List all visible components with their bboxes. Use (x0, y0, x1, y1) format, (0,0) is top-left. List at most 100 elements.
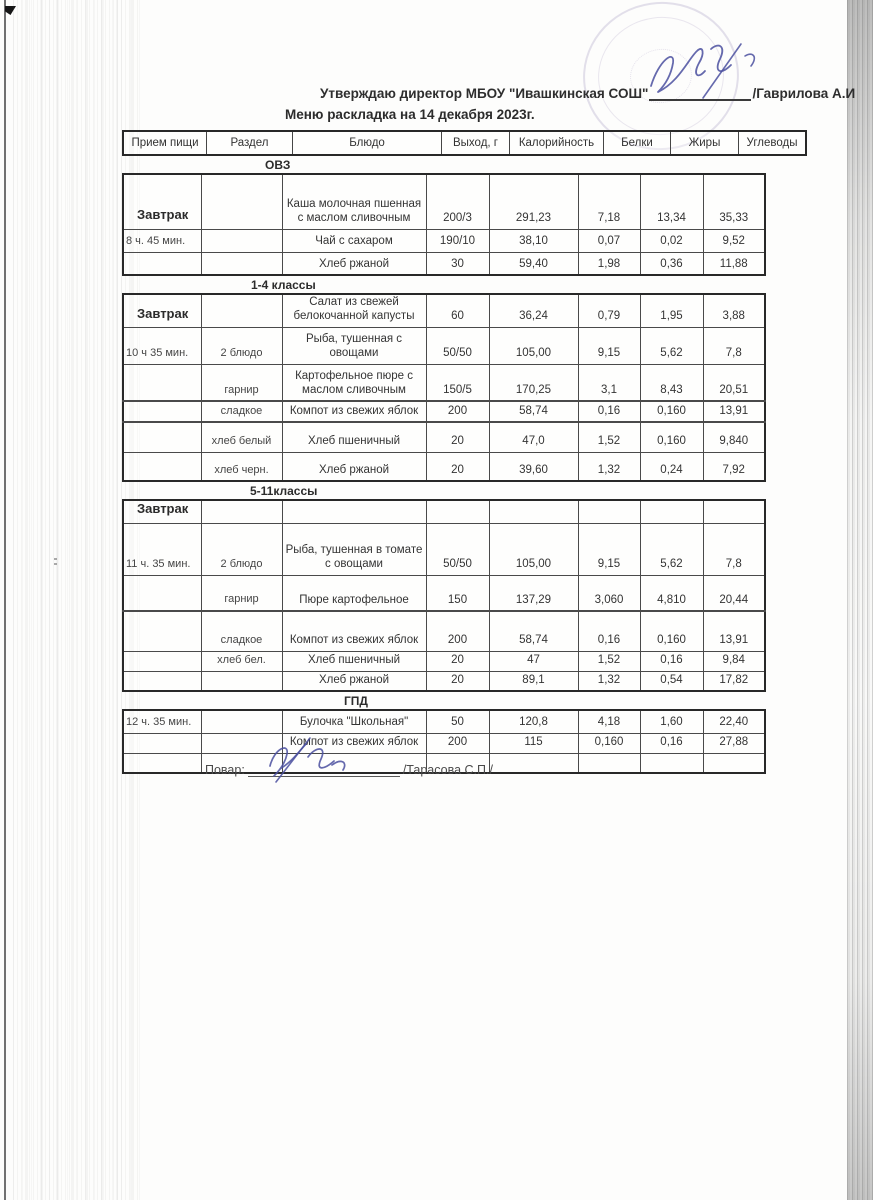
table-cell: Хлеб пшеничный (281, 650, 427, 672)
table-cell: 8,43 (639, 363, 704, 402)
table-cell: 0,02 (639, 228, 704, 253)
table-cell (702, 752, 766, 774)
table-cell: 0,36 (639, 251, 704, 276)
approval-line: Утверждаю директор МБОУ "Ивашкинская СОШ… (320, 43, 856, 101)
table-cell: 1,52 (577, 650, 641, 672)
table-row: Хлеб ржаной 20 89,1 1,32 0,54 17,82 (122, 670, 766, 692)
table-cell: 36,24 (488, 293, 579, 328)
column-header: Белки (603, 130, 671, 156)
table-cell: Завтрак (122, 499, 202, 524)
table-cell: 190/10 (425, 228, 490, 253)
table-cell: гарнир (200, 363, 283, 402)
cook-signature-ink (268, 737, 346, 783)
table-cell: 13,91 (702, 400, 766, 423)
table-cell: 200 (425, 732, 490, 754)
table-cell: 1,98 (577, 251, 641, 276)
column-header: Выход, г (441, 130, 510, 156)
section-title: ГПД (344, 693, 368, 708)
table-cell: 30 (425, 251, 490, 276)
table-cell: 1,60 (639, 709, 704, 734)
table-cell: 20 (425, 421, 490, 453)
scan-edge-line (4, 0, 6, 1200)
column-header: Калорийность (509, 130, 604, 156)
table-cell: 120,8 (488, 709, 579, 734)
table-cell (200, 499, 283, 524)
table-cell: Чай с сахаром (281, 228, 427, 253)
table-cell (122, 400, 202, 423)
table-cell: 105,00 (488, 326, 579, 365)
table-cell: 0,16 (577, 400, 641, 423)
table-row: сладкое Компот из свежих яблок 200 58,74 0,1… (122, 400, 766, 423)
column-header: Раздел (206, 130, 293, 156)
table-cell: 20 (425, 650, 490, 672)
section-title: 1-4 классы (251, 277, 316, 292)
table-cell (425, 499, 490, 524)
table-cell (122, 251, 202, 276)
section-title: ОВЗ (265, 157, 291, 172)
table-cell (122, 752, 202, 774)
table-cell (122, 670, 202, 692)
table-cell: 60 (425, 293, 490, 328)
table-cell: Хлеб ржаной (281, 451, 427, 482)
table-cell: Салат из свежей белокочанной капусты (281, 293, 427, 328)
table-row: Завтрак Салат из свежей белокочанной капу… (122, 293, 766, 328)
table-row: 11 ч. 35 мин. 2 блюдо Рыба, тушенная в том… (122, 522, 766, 576)
menu-section-table: Завтрак Салат из свежей белокочанной капу… (122, 293, 766, 483)
table-cell (639, 499, 704, 524)
table-cell: 59,40 (488, 251, 579, 276)
scan-noise-right-band (847, 0, 873, 1200)
approval-signature-line (649, 43, 756, 101)
table-cell: хлеб бел. (200, 650, 283, 672)
table-cell: 170,25 (488, 363, 579, 402)
table-cell: хлеб белый (200, 421, 283, 453)
table-cell: 0,07 (577, 228, 641, 253)
column-header: Углеводы (738, 130, 807, 156)
table-row: сладкое Компот из свежих яблок 200 58,74 0,1… (122, 610, 766, 652)
page-title: Меню раскладка на 14 декабря 2023г. (285, 107, 535, 122)
table-cell: Хлеб ржаной (281, 251, 427, 276)
table-cell: 9,15 (577, 326, 641, 365)
table-cell: 13,34 (639, 173, 704, 230)
table-cell: Завтрак (122, 173, 202, 230)
table-cell (122, 732, 202, 754)
cook-name: /Тарасова С.П./ (402, 763, 493, 777)
table-cell: 20 (425, 670, 490, 692)
table-cell: 291,23 (488, 173, 579, 230)
table-cell (122, 574, 202, 612)
table-cell: 7,92 (702, 451, 766, 482)
approval-name: /Гаврилова А.И (752, 86, 856, 101)
table-row: гарнир Картофельное пюре с маслом сливочн… (122, 363, 766, 402)
table-cell: 13,91 (702, 610, 766, 652)
table-cell: 2 блюдо (200, 326, 283, 365)
table-cell: 1,52 (577, 421, 641, 453)
table-cell (200, 670, 283, 692)
table-cell: 105,00 (488, 522, 579, 576)
table-cell: 0,16 (577, 610, 641, 652)
table-cell: 3,88 (702, 293, 766, 328)
table-row: 10 ч 35 мин. 2 блюдо Рыба, тушенная с овощ… (122, 326, 766, 365)
table-cell: 1,32 (577, 670, 641, 692)
table-row: Компот из свежих яблок 200 115 0,160 0,16 27,… (122, 732, 766, 754)
scan-speck (54, 556, 57, 565)
table-cell: 0,16 (639, 650, 704, 672)
table-cell: 50/50 (425, 326, 490, 365)
table-cell: 4,810 (639, 574, 704, 612)
table-row: 8 ч. 45 мин. Чай с сахаром 190/10 38,10 0,07… (122, 228, 766, 253)
table-cell: 10 ч 35 мин. (122, 326, 202, 365)
table-cell: 4,18 (577, 709, 641, 734)
table-cell: Завтрак (122, 293, 202, 328)
cook-signature-line (247, 737, 400, 783)
table-cell: 200 (425, 400, 490, 423)
table-cell: 150 (425, 574, 490, 612)
table-cell (200, 293, 283, 328)
table-cell (200, 251, 283, 276)
table-cell: 1,32 (577, 451, 641, 482)
table-cell: сладкое (200, 400, 283, 423)
scan-corner-mark (5, 6, 16, 15)
table-cell (577, 499, 641, 524)
table-cell: сладкое (200, 610, 283, 652)
table-row: Хлеб ржаной 30 59,40 1,98 0,36 11,88 (122, 251, 766, 276)
table-cell: 47,0 (488, 421, 579, 453)
table-cell: 20,44 (702, 574, 766, 612)
table-cell: 3,060 (577, 574, 641, 612)
